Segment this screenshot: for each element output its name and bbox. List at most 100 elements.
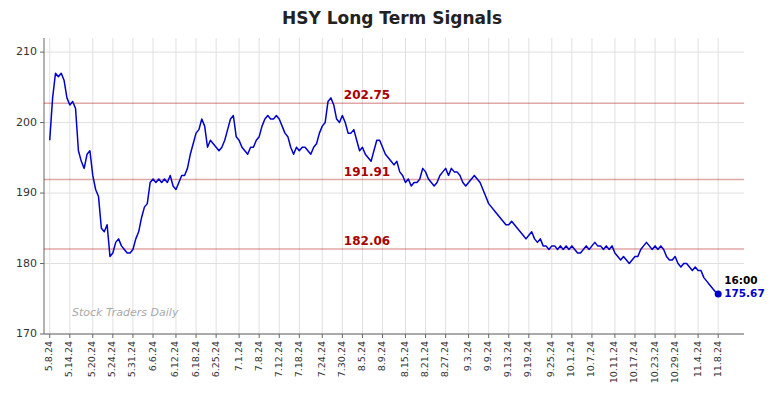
x-tick bbox=[92, 334, 93, 338]
x-grid-line bbox=[69, 38, 70, 334]
x-grid-line bbox=[468, 38, 469, 334]
x-tick bbox=[425, 334, 426, 338]
reference-line bbox=[44, 102, 744, 104]
x-grid-line bbox=[571, 38, 572, 334]
x-grid-line bbox=[634, 38, 635, 334]
x-tick-label: 5.8.24 bbox=[43, 341, 54, 371]
x-tick bbox=[322, 334, 323, 338]
watermark: Stock Traders Daily bbox=[72, 306, 179, 319]
x-grid-line bbox=[175, 38, 176, 334]
reference-label: 182.06 bbox=[344, 234, 390, 248]
y-tick-label: 190 bbox=[16, 186, 37, 199]
y-axis-line bbox=[44, 38, 45, 334]
last-point-time: 16:00 bbox=[724, 274, 757, 286]
x-tick-label: 7.18.24 bbox=[293, 341, 304, 377]
x-tick-label: 6.25.24 bbox=[210, 341, 221, 377]
x-tick bbox=[675, 334, 676, 338]
last-point-value: 175.67 bbox=[724, 287, 765, 299]
x-tick bbox=[405, 334, 406, 338]
reference-label: 191.91 bbox=[344, 165, 390, 179]
last-point bbox=[715, 291, 722, 298]
x-axis-line bbox=[44, 334, 744, 335]
x-grid-line bbox=[675, 38, 676, 334]
x-grid-line bbox=[259, 38, 260, 334]
x-grid-line bbox=[196, 38, 197, 334]
x-grid-line bbox=[362, 38, 363, 334]
x-tick-label: 9.9.24 bbox=[482, 341, 493, 371]
x-grid-line bbox=[655, 38, 656, 334]
x-tick-label: 9.25.24 bbox=[545, 341, 556, 377]
x-tick bbox=[299, 334, 300, 338]
y-tick bbox=[40, 122, 44, 123]
x-tick-label: 6.18.24 bbox=[190, 341, 201, 377]
x-tick bbox=[508, 334, 509, 338]
x-tick-label: 6.6.24 bbox=[147, 341, 158, 371]
x-tick bbox=[382, 334, 383, 338]
x-tick-label: 5.14.24 bbox=[63, 341, 74, 377]
x-tick-label: 7.8.24 bbox=[253, 341, 264, 371]
x-tick-label: 8.15.24 bbox=[399, 341, 410, 377]
x-grid-line bbox=[591, 38, 592, 334]
x-grid-line bbox=[698, 38, 699, 334]
x-grid-line bbox=[528, 38, 529, 334]
x-grid-line bbox=[153, 38, 154, 334]
reference-labels: 202.75191.91182.06 bbox=[344, 88, 390, 248]
x-tick bbox=[445, 334, 446, 338]
x-tick-label: 5.24.24 bbox=[106, 341, 117, 377]
x-grid-line bbox=[405, 38, 406, 334]
x-grid-line bbox=[718, 38, 719, 334]
x-tick bbox=[196, 334, 197, 338]
x-grid-line bbox=[382, 38, 383, 334]
x-grid-line bbox=[488, 38, 489, 334]
x-tick-label: 7.30.24 bbox=[336, 341, 347, 377]
y-tick bbox=[40, 193, 44, 194]
x-tick-label: 10.1.24 bbox=[565, 341, 576, 377]
x-grid-line bbox=[425, 38, 426, 334]
x-tick-label: 8.5.24 bbox=[356, 341, 367, 371]
x-grid-line bbox=[614, 38, 615, 334]
x-tick bbox=[112, 334, 113, 338]
x-tick-label: 8.9.24 bbox=[376, 341, 387, 371]
x-grid-line bbox=[342, 38, 343, 334]
x-tick-label: 11.8.24 bbox=[712, 341, 723, 377]
x-tick-label: 9.3.24 bbox=[462, 341, 473, 371]
y-tick-label: 210 bbox=[16, 45, 37, 58]
x-tick-label: 7.1.24 bbox=[233, 341, 244, 371]
x-tick bbox=[69, 334, 70, 338]
x-tick-label: 6.12.24 bbox=[169, 341, 180, 377]
x-tick bbox=[655, 334, 656, 338]
x-tick bbox=[551, 334, 552, 338]
x-tick bbox=[614, 334, 615, 338]
last-point-annotation: 16:00175.67 bbox=[724, 274, 765, 299]
x-tick bbox=[279, 334, 280, 338]
x-tick bbox=[175, 334, 176, 338]
x-grid-line bbox=[322, 38, 323, 334]
y-tick-label: 200 bbox=[16, 116, 37, 129]
chart-container: 1701801902002105.8.245.14.245.20.245.24.… bbox=[0, 0, 784, 398]
x-tick bbox=[698, 334, 699, 338]
x-tick-label: 10.7.24 bbox=[585, 341, 596, 377]
x-grid-line bbox=[49, 38, 50, 334]
y-grid-line bbox=[44, 334, 744, 335]
x-tick bbox=[591, 334, 592, 338]
series bbox=[50, 73, 722, 297]
x-tick bbox=[259, 334, 260, 338]
x-tick-label: 8.21.24 bbox=[419, 341, 430, 377]
y-tick-label: 180 bbox=[16, 257, 37, 270]
x-grid-line bbox=[112, 38, 113, 334]
x-tick-label: 10.23.24 bbox=[649, 341, 660, 383]
y-tick bbox=[40, 52, 44, 53]
y-tick bbox=[40, 334, 44, 335]
x-tick bbox=[49, 334, 50, 338]
x-grid-line bbox=[92, 38, 93, 334]
y-tick-label: 170 bbox=[16, 327, 37, 340]
x-grid-line bbox=[216, 38, 217, 334]
x-tick bbox=[528, 334, 529, 338]
x-tick-label: 10.11.24 bbox=[608, 341, 619, 383]
x-tick bbox=[488, 334, 489, 338]
x-grid-line bbox=[132, 38, 133, 334]
title: HSY Long Term Signals bbox=[282, 8, 502, 28]
reference-line bbox=[44, 248, 744, 250]
x-tick bbox=[468, 334, 469, 338]
x-tick-label: 8.27.24 bbox=[439, 341, 450, 377]
